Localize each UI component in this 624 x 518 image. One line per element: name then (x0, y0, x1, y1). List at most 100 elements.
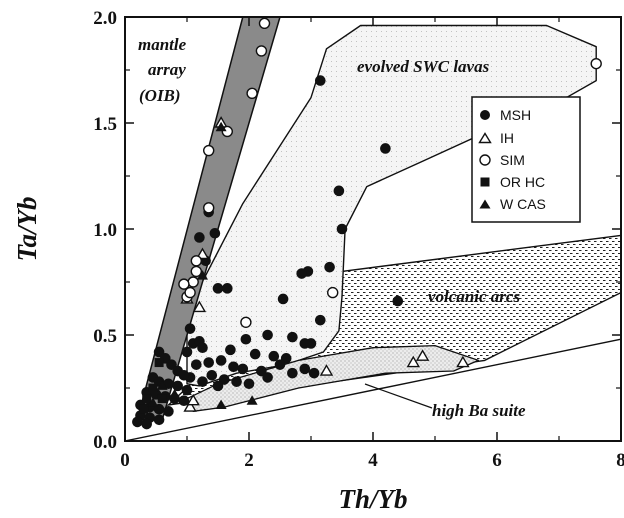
legend-marker-wcas (479, 199, 491, 209)
y-axis-title: Ta/Yb (12, 196, 42, 261)
data-point-msh (197, 376, 208, 387)
data-point-msh (315, 314, 326, 326)
data-point-msh (132, 416, 143, 428)
data-point-msh (249, 348, 261, 360)
data-point-w-cas (147, 397, 159, 407)
data-point-msh (178, 395, 190, 407)
data-point-sim (258, 17, 271, 30)
data-point-msh (287, 367, 298, 379)
data-point-msh (305, 338, 317, 349)
data-point-msh (194, 232, 205, 243)
data-point-msh (240, 333, 252, 345)
data-point-msh (243, 378, 255, 390)
data-point-msh (197, 342, 208, 354)
lower-boundary-line (124, 338, 622, 442)
data-point-msh (336, 223, 348, 235)
evolved-swc-label: evolved SWC lavas (357, 57, 490, 76)
data-point-w-cas (215, 121, 227, 132)
y-tick-label: 2.0 (93, 8, 117, 29)
y-tick-label: 0.5 (93, 326, 117, 347)
data-point-msh (184, 323, 196, 334)
legend-marker-sim (479, 154, 491, 166)
data-point-or-hc (154, 358, 164, 368)
legend-marker-ih (478, 132, 492, 144)
data-point-sim (246, 87, 258, 100)
legend-label-orhc: OR HC (500, 174, 545, 190)
data-point-msh (215, 355, 227, 366)
data-point-ih (192, 300, 207, 313)
data-point-msh (274, 359, 286, 370)
data-point-ih (195, 247, 210, 260)
data-point-or-hc (148, 383, 158, 393)
data-point-msh (141, 418, 152, 430)
volcanic-arcs-label: volcanic arcs (428, 287, 520, 306)
data-point-msh (315, 75, 326, 86)
y-tick-label: 0.0 (93, 432, 117, 453)
data-point-ih (456, 355, 470, 368)
data-point-ih (186, 393, 200, 406)
high-ba-pointer (364, 383, 433, 409)
data-point-or-hc (157, 394, 167, 404)
data-point-msh (181, 384, 193, 396)
data-point-w-cas (215, 399, 227, 409)
data-point-msh (228, 361, 239, 373)
data-point-msh (225, 344, 236, 356)
legend-label-wcas: W CAS (500, 196, 546, 212)
data-point-msh (163, 378, 174, 390)
legend-label-ih: IH (500, 130, 514, 146)
data-point-msh (178, 369, 190, 381)
data-point-msh (181, 346, 193, 358)
data-point-msh (222, 283, 233, 294)
data-point-w-cas (197, 270, 208, 280)
x-axis-title: Th/Yb (338, 484, 407, 514)
data-point-msh (277, 293, 289, 305)
x-tick-label: 0 (120, 450, 130, 471)
data-point-msh (380, 143, 391, 154)
data-point-msh (308, 367, 320, 379)
data-point-msh (324, 261, 335, 273)
data-point-msh (153, 414, 165, 426)
y-tick-label: 1.5 (93, 114, 117, 135)
data-point-msh (262, 329, 273, 341)
data-point-msh (392, 295, 404, 307)
high-ba-label: high Ba suite (432, 401, 526, 420)
data-point-sim (202, 144, 215, 157)
data-point-sim (184, 286, 196, 299)
mantle-label-line1: mantle (138, 35, 187, 54)
data-point-msh (203, 357, 214, 368)
data-point-msh (262, 372, 273, 383)
legend-label-msh: MSH (500, 107, 531, 123)
legend-label-sim: SIM (500, 152, 525, 168)
data-point-or-hc (142, 394, 152, 404)
data-point-w-cas (246, 395, 258, 405)
y-tick-label: 1.0 (93, 220, 117, 241)
data-point-msh (163, 406, 174, 417)
mantle-label-line3: (OIB) (139, 86, 181, 105)
legend-marker-msh (480, 110, 490, 120)
data-point-sim (590, 57, 602, 70)
mantle-label-line2: array (148, 60, 186, 79)
data-point-msh (287, 331, 298, 343)
axis-ticks: 0 2 4 6 8 0.0 0.5 1.0 1.5 2.0 (93, 8, 624, 471)
data-point-sim (190, 255, 203, 267)
data-point-msh (333, 185, 345, 197)
data-point-msh (191, 359, 202, 370)
data-point-sim (255, 45, 268, 57)
data-point-msh (231, 376, 242, 387)
data-point-msh (209, 227, 221, 239)
data-points (132, 17, 602, 430)
data-point-msh (296, 268, 308, 279)
data-point-sim (187, 276, 199, 288)
data-point-msh (299, 363, 311, 375)
data-point-sim (202, 202, 215, 214)
data-point-ih (183, 400, 197, 412)
data-point-ih (406, 355, 421, 368)
x-tick-label: 2 (244, 450, 254, 471)
data-point-sim (240, 316, 252, 328)
data-point-w-cas (169, 388, 181, 399)
data-point-msh (172, 380, 183, 392)
legend: MSH IH SIM OR HC W CAS (471, 96, 581, 223)
data-point-sim (178, 278, 190, 290)
data-point-msh (268, 350, 280, 362)
